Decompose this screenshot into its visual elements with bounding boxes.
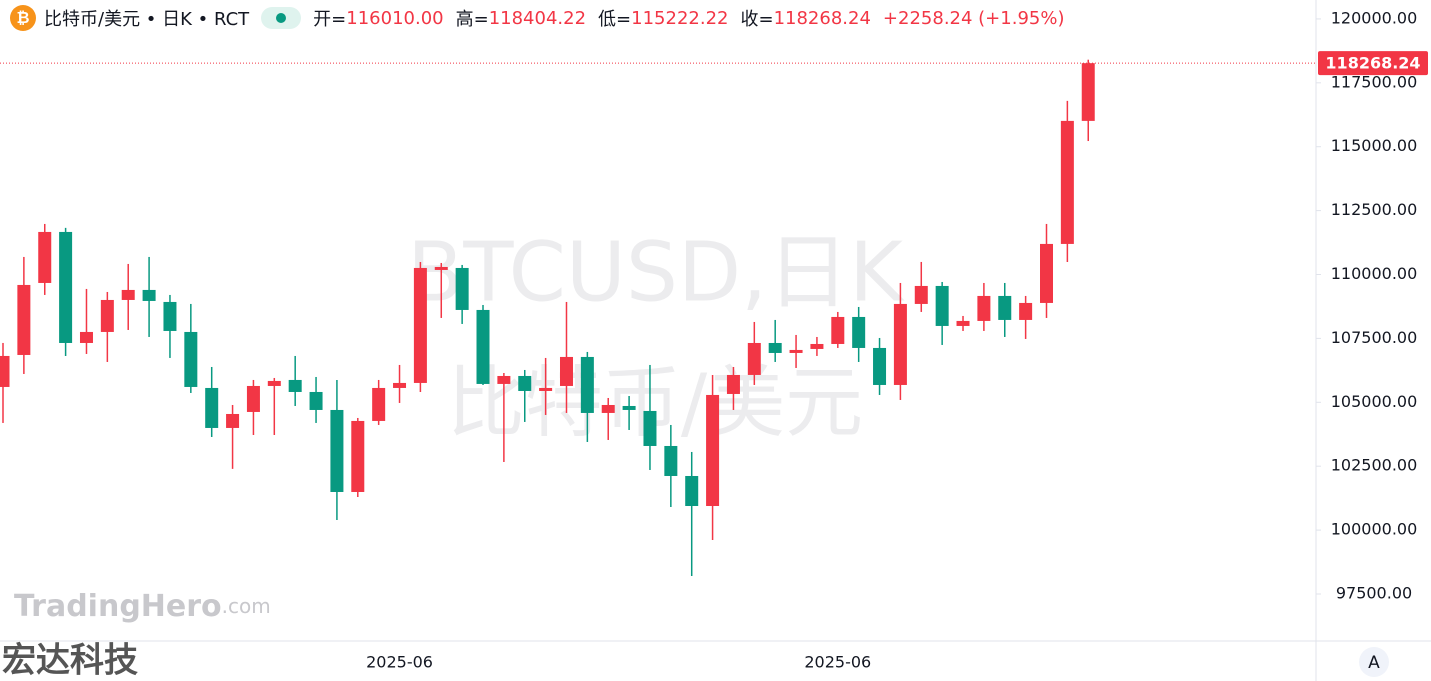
candle-body — [38, 231, 52, 283]
symbol: 比特币/美元 • 日K • RCT — [44, 9, 250, 30]
candle-body — [121, 289, 135, 300]
brand-suffix: .com — [222, 594, 271, 618]
x-tick-label: 2025-06 — [804, 653, 871, 672]
candle-body — [998, 295, 1012, 320]
candle-body — [873, 347, 887, 385]
candle-body — [893, 303, 907, 385]
candle-body — [267, 380, 281, 386]
y-tick-label: 120000.00 — [1331, 8, 1418, 27]
candle-body — [205, 387, 219, 428]
candle-body — [789, 349, 803, 353]
candle-body — [685, 475, 699, 506]
candle-body — [476, 309, 490, 384]
candle-body — [79, 331, 93, 343]
stat-label: 开= — [313, 9, 347, 30]
legend: ₿ 比特币/美元 • 日K • RCT 开= 116010.00 高= 118404… — [10, 4, 1076, 32]
candle-body — [330, 409, 344, 492]
candle-body — [664, 445, 678, 476]
candle-body — [393, 382, 407, 388]
candle-body — [810, 343, 824, 349]
y-tick-label: 107500.00 — [1331, 328, 1418, 347]
brand-name: TradingHero — [14, 589, 222, 624]
y-tick-label: 102500.00 — [1331, 456, 1418, 475]
stat-label: 收= — [740, 9, 774, 30]
candle-body — [0, 355, 10, 387]
last-price-label: 118268.24 — [1325, 54, 1420, 73]
candle-body — [246, 385, 260, 412]
candle-body — [852, 316, 866, 348]
y-tick-label: 110000.00 — [1331, 264, 1418, 283]
candle-body — [226, 413, 240, 428]
change: +2258.24 (+1.95%) — [882, 7, 1065, 29]
candle-body — [413, 267, 427, 383]
y-tick-label: 97500.00 — [1336, 583, 1412, 602]
status-dot — [276, 13, 287, 23]
candle-body — [935, 285, 949, 326]
last-price-tag — [1318, 51, 1428, 76]
watermark: BTCUSD,日K — [407, 225, 905, 320]
brand: TradingHero.com — [14, 589, 271, 624]
candle-body — [914, 285, 928, 304]
x-tick-label: 2025-06 — [366, 653, 433, 672]
candle-body — [768, 342, 782, 353]
stat-label: 高= — [455, 9, 489, 30]
candle-body — [643, 410, 657, 446]
auto-scale-button[interactable] — [1359, 647, 1389, 677]
corner-logo: 宏达科技 — [2, 641, 138, 681]
candle-body — [518, 375, 532, 391]
y-tick-label: 112500.00 — [1331, 200, 1418, 219]
candle-body — [580, 356, 594, 413]
candle-body — [601, 404, 615, 413]
candle-body — [184, 331, 198, 387]
stat-label: 低= — [598, 9, 632, 30]
candle-body — [100, 299, 114, 332]
status-pill[interactable] — [261, 7, 302, 29]
candle-body — [559, 356, 573, 386]
candle-body — [351, 420, 365, 492]
coin-icon: ₿ — [10, 5, 36, 31]
candle-body — [956, 320, 970, 326]
candle-body — [59, 231, 73, 343]
auto-scale-label[interactable]: A — [1368, 653, 1380, 673]
candle-body — [977, 295, 991, 321]
candle-body — [309, 391, 323, 410]
candle-body — [288, 379, 302, 392]
candle-body — [1040, 243, 1053, 303]
y-tick-label: 100000.00 — [1331, 520, 1418, 539]
candle-body — [706, 394, 720, 506]
stat-value: 115222.22 — [631, 7, 729, 29]
stat-value: 116010.00 — [346, 7, 444, 29]
candle-body — [455, 267, 469, 310]
candle-body — [539, 387, 553, 391]
candle-body — [1081, 63, 1095, 121]
candle-body — [747, 342, 761, 375]
candle-body — [1019, 302, 1033, 320]
stat-value: 118268.24 — [773, 7, 871, 29]
candle-body — [17, 284, 31, 355]
candle-body — [622, 405, 636, 410]
candle-body — [831, 316, 845, 344]
y-tick-label: 117500.00 — [1331, 72, 1418, 91]
candle-body — [1060, 120, 1074, 244]
candle-body — [163, 301, 177, 331]
candle-body — [497, 375, 511, 384]
candle-body — [726, 374, 740, 394]
candle-body — [372, 387, 386, 421]
y-tick-label: 115000.00 — [1331, 136, 1418, 155]
candle-body — [142, 289, 156, 301]
y-tick-label: 105000.00 — [1331, 392, 1418, 411]
stat-value: 118404.22 — [488, 7, 587, 29]
candle-body — [434, 266, 448, 270]
